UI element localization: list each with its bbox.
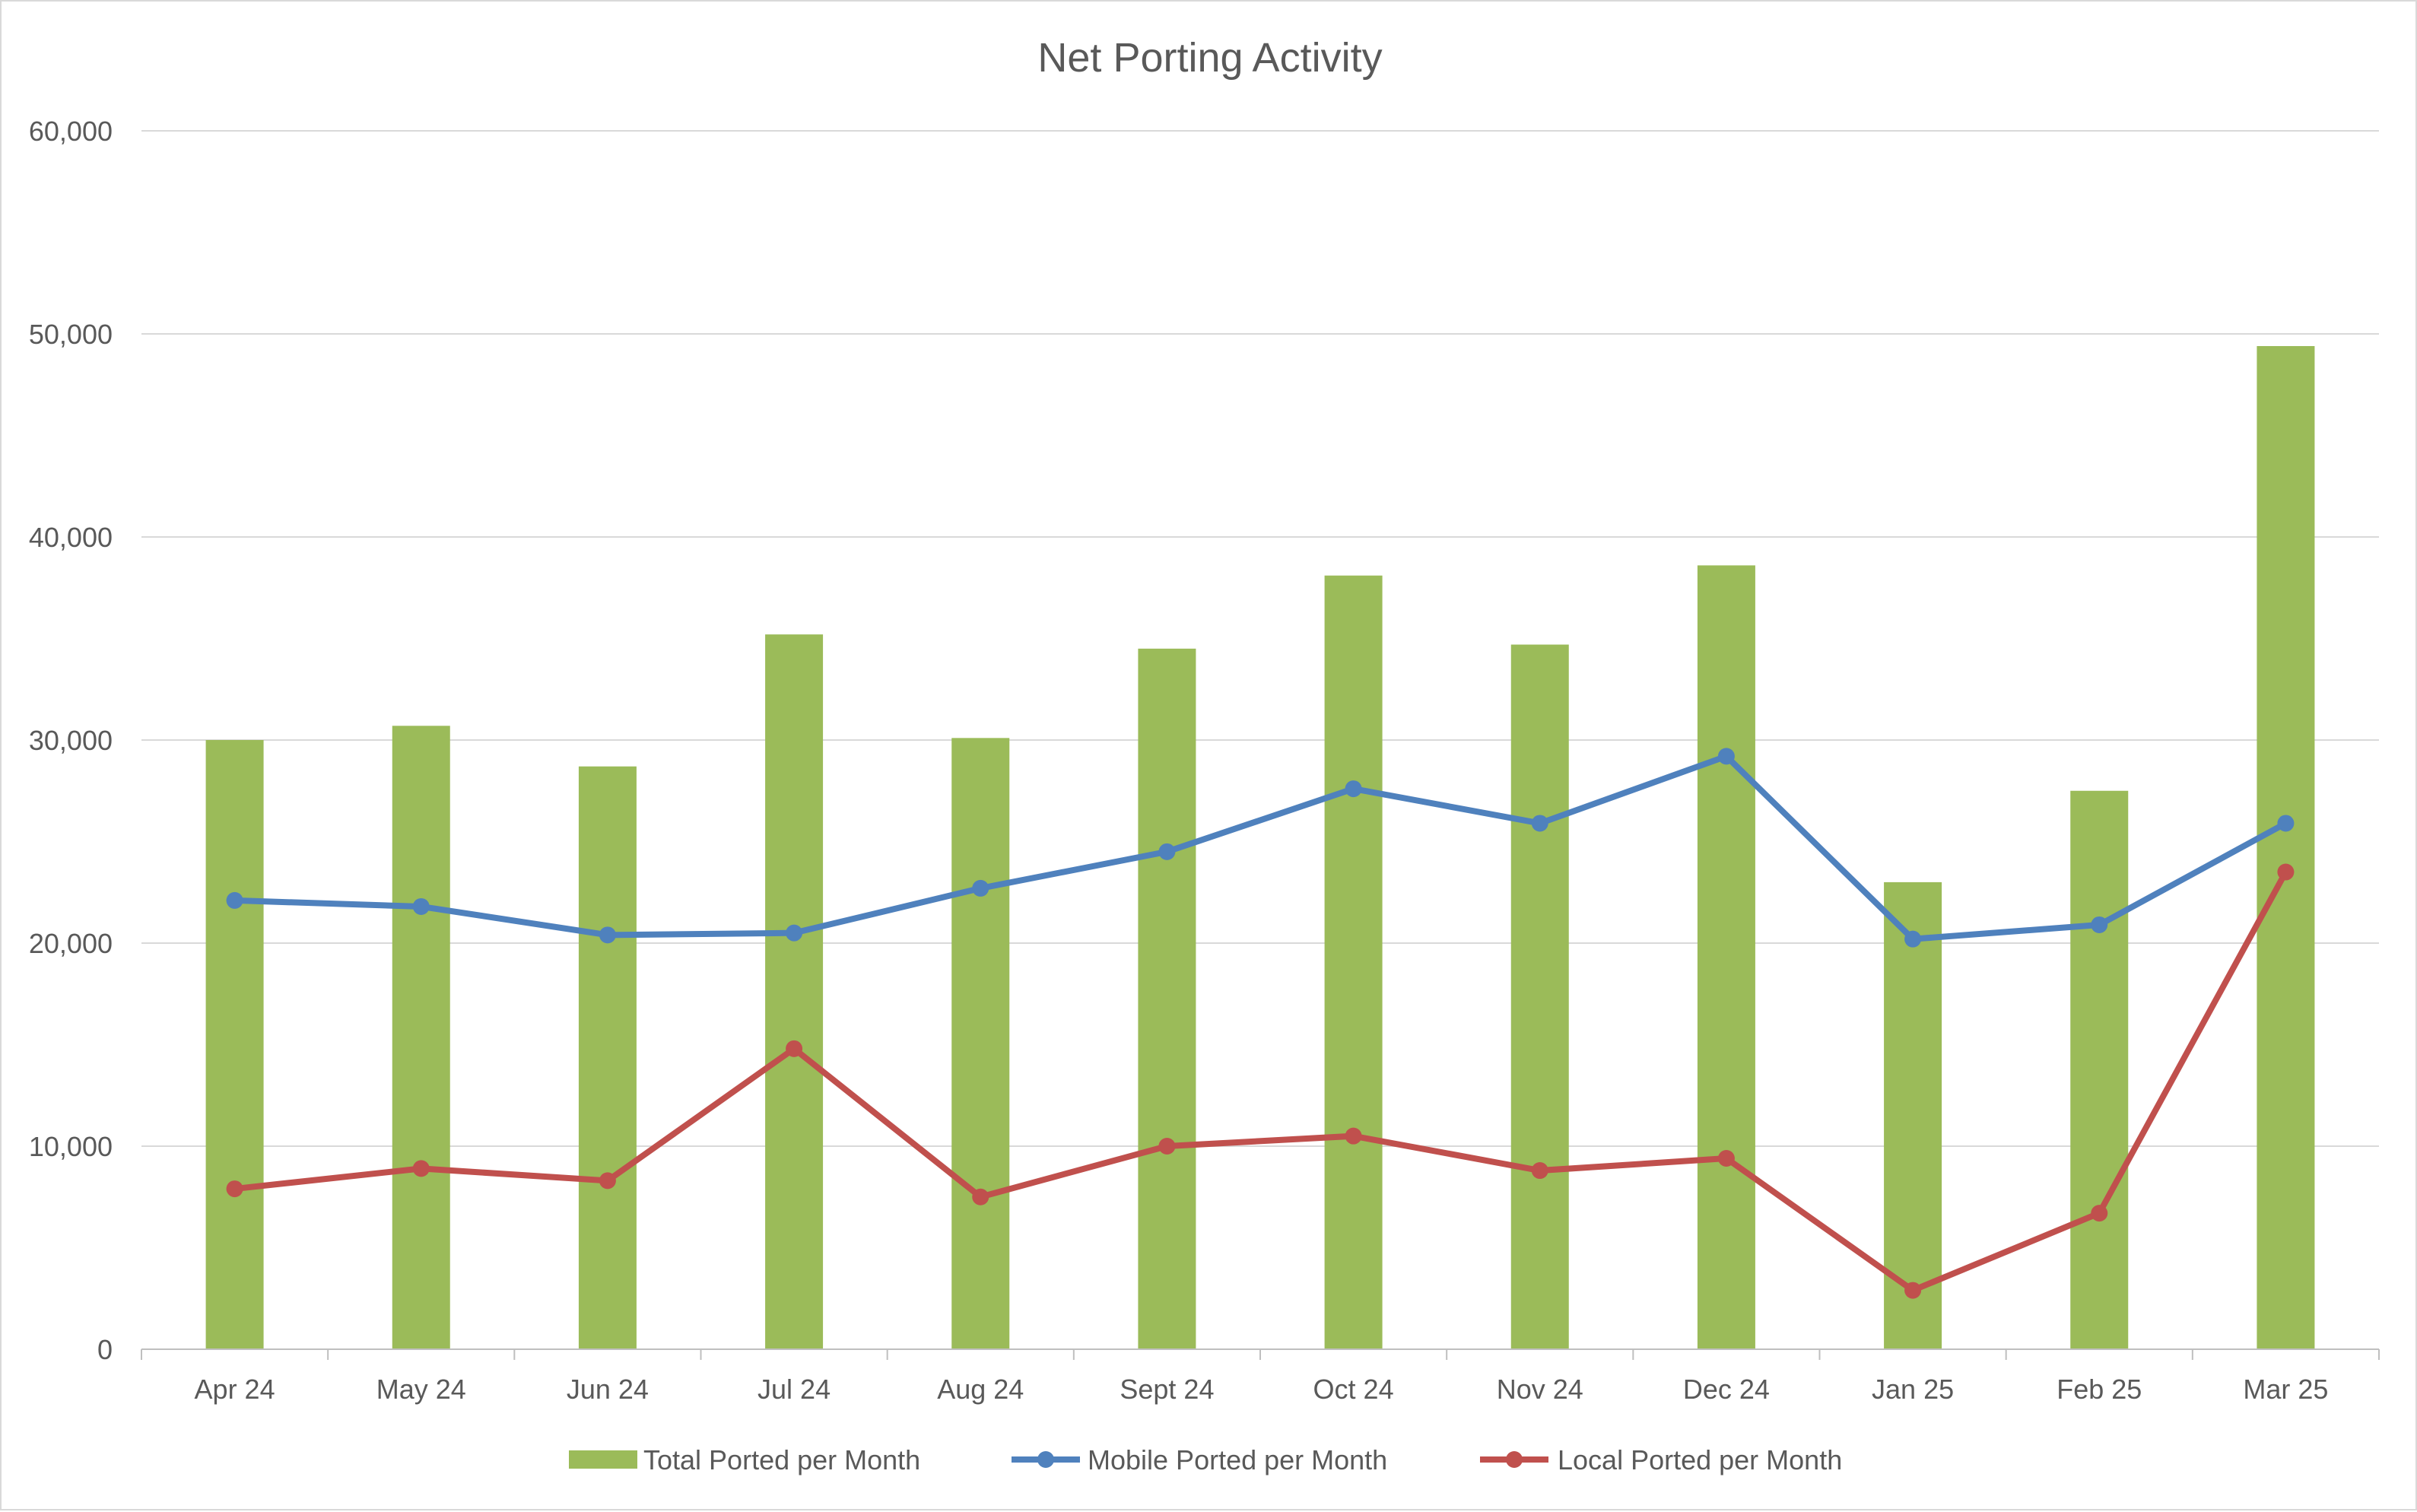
line-point — [1717, 1150, 1735, 1167]
y-tick-label: 0 — [97, 1334, 113, 1365]
x-tick-label: Oct 24 — [1313, 1374, 1394, 1405]
x-tick-label: May 24 — [376, 1374, 466, 1405]
line-point — [1904, 930, 1922, 948]
bar — [1138, 648, 1196, 1349]
line-point — [1158, 1138, 1176, 1155]
line-point — [1345, 780, 1362, 798]
y-tick-label: 60,000 — [29, 116, 113, 147]
line-point — [226, 1180, 243, 1198]
series-line — [231, 753, 2289, 942]
bar — [2070, 790, 2129, 1349]
x-tick-label: Jun 24 — [567, 1374, 649, 1405]
y-tick-label: 50,000 — [29, 319, 113, 350]
bar — [1510, 644, 1569, 1349]
line-point — [786, 924, 803, 942]
legend-swatch-marker — [1506, 1451, 1523, 1468]
line-point — [599, 1172, 616, 1190]
bar — [951, 738, 1010, 1349]
line-point — [2091, 916, 2108, 933]
x-tick-label: Dec 24 — [1683, 1374, 1770, 1405]
line-series — [226, 748, 2295, 1299]
y-tick-label: 20,000 — [29, 928, 113, 959]
line-point — [1158, 843, 1176, 860]
chart-title: Net Porting Activity — [1037, 35, 1382, 81]
legend-swatch-marker — [1037, 1451, 1054, 1468]
line-point — [2277, 863, 2295, 881]
line-point — [972, 879, 989, 897]
line-point — [226, 891, 243, 909]
bar — [1884, 881, 1942, 1349]
x-tick-label: Nov 24 — [1497, 1374, 1583, 1405]
line-point — [2091, 1205, 2108, 1222]
y-tick-label: 40,000 — [29, 522, 113, 553]
line-point — [1531, 815, 1548, 832]
bar-series — [205, 346, 2315, 1349]
x-tick-label: Jul 24 — [757, 1374, 831, 1405]
bar — [765, 634, 824, 1349]
x-tick-label: Feb 25 — [2057, 1374, 2142, 1405]
line-point — [1345, 1127, 1362, 1145]
bar — [2257, 346, 2315, 1349]
bar — [578, 766, 637, 1349]
bar — [205, 740, 264, 1349]
series-line — [231, 869, 2289, 1294]
y-tick-label: 10,000 — [29, 1131, 113, 1162]
line-point — [2277, 815, 2295, 832]
x-axis-ticks: Apr 24 May 24 Jun 24 Jul 24 Aug 24 Sept 24 Oct… — [195, 1374, 2329, 1405]
bar — [1324, 575, 1383, 1349]
x-tick-label: Apr 24 — [195, 1374, 275, 1405]
legend: Total Ported per Month Mobile Ported per … — [569, 1444, 1842, 1475]
line-point — [412, 897, 430, 915]
bar — [392, 726, 450, 1349]
gridlines — [141, 130, 2379, 1147]
line-point — [1531, 1162, 1548, 1180]
line-point — [972, 1188, 989, 1205]
legend-swatch-bar — [569, 1450, 637, 1469]
legend-label: Mobile Ported per Month — [1088, 1444, 1387, 1475]
x-tick-label: Sept 24 — [1120, 1374, 1214, 1405]
line-point — [599, 926, 616, 944]
legend-label: Local Ported per Month — [1558, 1444, 1842, 1475]
bar — [1697, 565, 1755, 1349]
legend-label: Total Ported per Month — [643, 1444, 920, 1475]
x-axis — [141, 1348, 2380, 1360]
line-point — [786, 1040, 803, 1057]
x-tick-label: Mar 25 — [2243, 1374, 2328, 1405]
x-tick-label: Jan 25 — [1872, 1374, 1954, 1405]
line-point — [1904, 1282, 1922, 1299]
y-axis-ticks: 0 10,000 20,000 30,000 40,000 50,000 60,000 — [29, 116, 113, 1365]
x-tick-label: Aug 24 — [937, 1374, 1024, 1405]
y-tick-label: 30,000 — [29, 725, 113, 756]
line-point — [1717, 748, 1735, 765]
line-point — [412, 1160, 430, 1177]
